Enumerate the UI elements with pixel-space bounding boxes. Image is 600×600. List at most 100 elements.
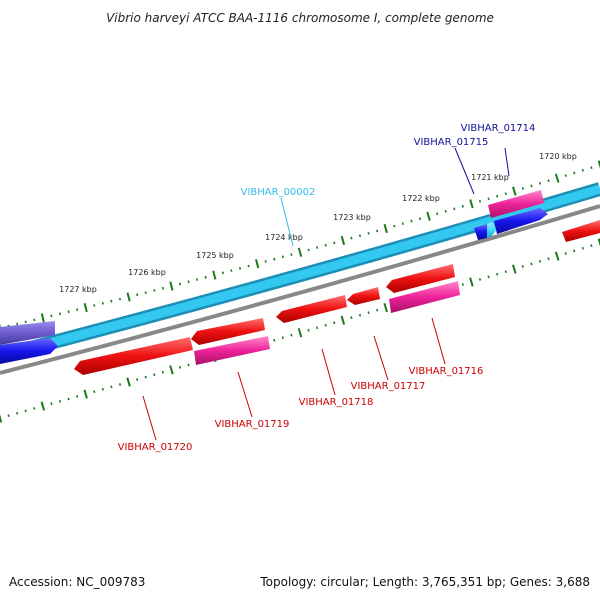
ruler-minor-tick: [161, 370, 164, 374]
ruler-minor-tick: [530, 262, 533, 266]
ruler-minor-tick: [136, 378, 139, 381]
gene-vibhar-01716-pink[interactable]: [389, 281, 460, 313]
ruler-minor-tick: [333, 321, 336, 325]
ruler-minor-tick: [238, 266, 242, 270]
backbone-grey-band: [0, 204, 600, 375]
ruler-minor-tick: [76, 395, 79, 398]
ruler-minor-tick: [538, 181, 542, 185]
gene-labels: VIBHAR_01714 VIBHAR_01715 VIBHAR_00002 V…: [118, 123, 536, 453]
leader-vibhar-00002: [280, 197, 294, 247]
ruler-minor-tick: [367, 311, 370, 315]
ruler-minor-tick: [187, 363, 190, 367]
leader-vibhar-01720: [142, 395, 157, 441]
ruler-tick-label: 1725 kbp: [196, 251, 234, 260]
ruler-minor-tick: [221, 271, 224, 275]
ruler-major-tick: [40, 401, 46, 411]
label-vibhar-01720[interactable]: VIBHAR_01720: [118, 442, 193, 453]
gene-pink-top[interactable]: [488, 190, 544, 218]
leader-vibhar-01716: [431, 317, 446, 365]
footer-accession: Accession: NC_009783: [9, 575, 145, 589]
leader-vibhar-01718: [321, 348, 336, 396]
ruler-minor-tick: [178, 282, 182, 286]
ruler-minor-tick: [333, 241, 336, 245]
ruler-major-tick: [126, 292, 131, 302]
gene-vibhar-01717[interactable]: [347, 287, 380, 305]
label-vibhar-01715[interactable]: VIBHAR_01715: [414, 137, 489, 148]
ruler-tick-label: 1727 kbp: [59, 285, 97, 294]
gene-vibhar-01714[interactable]: [494, 208, 548, 234]
label-vibhar-01717[interactable]: VIBHAR_01717: [351, 381, 426, 392]
ruler-minor-tick: [204, 275, 207, 279]
gene-vibhar-01719-red[interactable]: [191, 318, 265, 345]
gene-red-right-edge[interactable]: [562, 220, 600, 242]
label-vibhar-01714[interactable]: VIBHAR_01714: [461, 123, 536, 134]
ruler-major-tick: [297, 328, 303, 338]
ruler-minor-tick: [478, 278, 482, 281]
ruler-minor-tick: [358, 234, 362, 238]
ruler-minor-tick: [590, 166, 593, 170]
ruler-minor-tick: [7, 414, 10, 418]
ruler-minor-tick: [16, 411, 19, 415]
ruler-major-tick: [597, 238, 600, 247]
ruler-minor-tick: [418, 217, 422, 221]
label-vibhar-00002[interactable]: VIBHAR_00002: [241, 187, 316, 198]
gene-vibhar-01718[interactable]: [276, 295, 347, 323]
ruler-minor-tick: [24, 320, 27, 324]
ruler-minor-tick: [76, 308, 79, 311]
ruler-minor-tick: [316, 326, 319, 330]
ruler-minor-tick: [410, 219, 413, 223]
ruler-minor-tick: [453, 207, 456, 211]
ruler-minor-tick: [161, 286, 164, 290]
ruler-minor-tick: [324, 323, 327, 327]
ruler-minor-tick: [564, 174, 567, 177]
ruler-tick-label: 1723 kbp: [333, 213, 371, 222]
ruler-minor-tick: [307, 248, 310, 252]
label-vibhar-01718[interactable]: VIBHAR_01718: [299, 397, 374, 408]
leader-vibhar-01715: [454, 147, 475, 195]
ruler-upper: 1720 kbp 1721 kbp 1722 kbp 1723 kbp 1724 kbp…: [0, 152, 600, 333]
gene-vibhar-00002-ncrna[interactable]: [487, 222, 497, 238]
ruler-minor-tick: [358, 313, 362, 317]
ruler-minor-tick: [93, 304, 96, 307]
ruler-minor-tick: [247, 264, 250, 268]
leader-vibhar-01719: [237, 371, 253, 418]
ruler-minor-tick: [16, 322, 19, 326]
ruler-minor-tick: [153, 373, 156, 377]
ruler-major-tick: [554, 251, 560, 261]
ruler-minor-tick: [101, 387, 104, 391]
label-vibhar-01719[interactable]: VIBHAR_01719: [215, 419, 290, 430]
gene-blue-left[interactable]: [0, 338, 58, 364]
ruler-lower: [0, 238, 600, 423]
ruler-minor-tick: [367, 231, 370, 235]
ruler-tick-label: 1724 kbp: [265, 233, 303, 242]
ruler-minor-tick: [530, 184, 533, 188]
ruler-major-tick: [383, 303, 388, 313]
ruler-tick-label: 1720 kbp: [539, 152, 577, 161]
backbone-cyan-band: [0, 184, 600, 361]
gene-vibhar-01719-pink[interactable]: [194, 336, 270, 365]
ruler-minor-tick: [307, 328, 310, 332]
ruler-minor-tick: [573, 171, 576, 175]
ruler-minor-tick: [110, 299, 113, 303]
ruler-minor-tick: [573, 249, 576, 253]
gene-slate-left[interactable]: [0, 321, 55, 345]
ruler-minor-tick: [144, 375, 147, 379]
label-vibhar-01716[interactable]: VIBHAR_01716: [409, 366, 484, 377]
ruler-minor-tick: [24, 409, 27, 413]
ruler-major-tick: [597, 160, 600, 169]
ruler-tick-label: 1722 kbp: [402, 194, 440, 203]
ruler-minor-tick: [136, 293, 139, 297]
ruler-minor-tick: [590, 244, 593, 248]
gene-vibhar-01720[interactable]: [74, 337, 193, 375]
ruler-minor-tick: [376, 229, 379, 233]
ruler-minor-tick: [393, 224, 396, 228]
gene-vibhar-01716-red[interactable]: [386, 264, 455, 293]
ruler-minor-tick: [350, 236, 353, 240]
ruler-minor-tick: [316, 246, 319, 249]
ruler-tick-label: 1726 kbp: [128, 268, 166, 277]
ruler-minor-tick: [187, 280, 190, 284]
ruler-major-tick: [340, 235, 346, 246]
ruler-minor-tick: [350, 316, 353, 320]
leader-vibhar-01714: [504, 147, 510, 177]
ruler-minor-tick: [58, 399, 62, 403]
